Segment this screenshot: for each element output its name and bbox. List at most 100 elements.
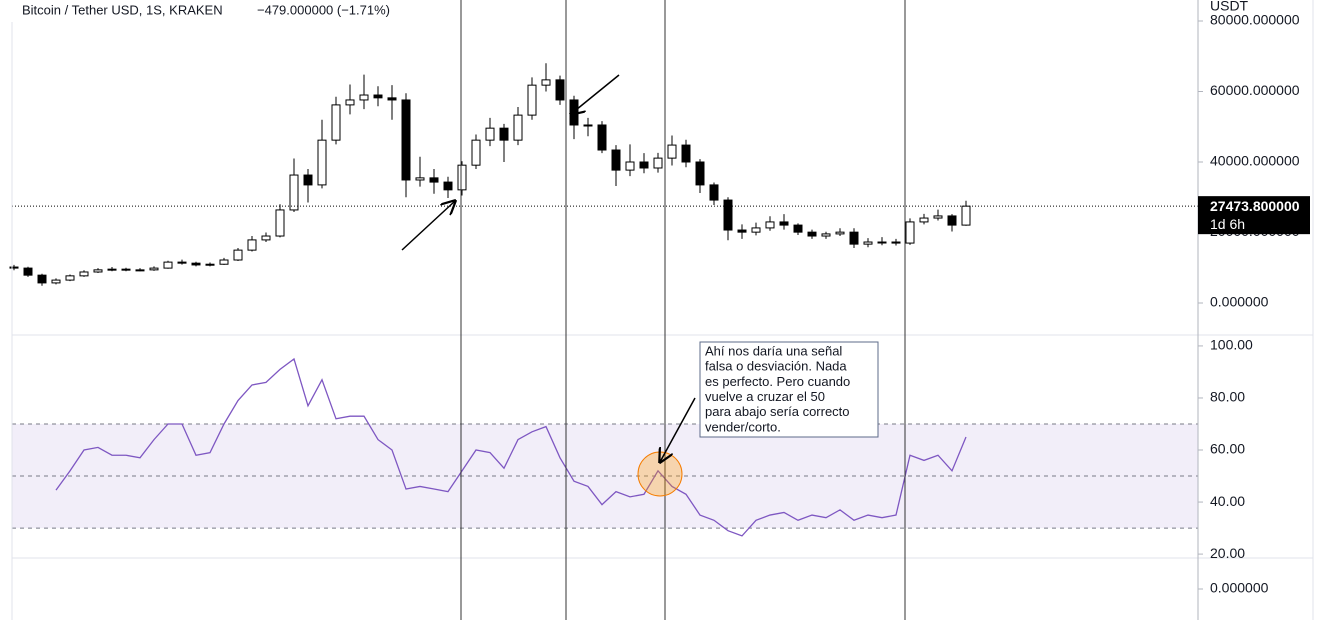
candle-body: [597, 124, 607, 151]
change: −479.000000 (−1.71%): [257, 2, 390, 17]
candle-body: [387, 97, 397, 101]
candle-body: [933, 215, 943, 219]
candle-body: [317, 139, 327, 186]
candle-body: [947, 215, 957, 226]
candle-body: [107, 268, 117, 271]
candle-body: [79, 271, 89, 277]
annotation-box: [699, 341, 879, 438]
candle-body: [527, 84, 537, 116]
axes: 0.00000020000.00000040000.00000060000.00…: [1198, 0, 1310, 596]
candle-body: [121, 268, 131, 271]
candle-body: [611, 149, 621, 171]
candle-body: [835, 231, 845, 235]
candle-body: [667, 144, 677, 159]
candle-body: [681, 144, 691, 163]
candle-body: [793, 224, 803, 233]
candle-body: [275, 209, 285, 237]
candle-body: [135, 269, 145, 272]
candle-body: [23, 267, 33, 276]
candle-body: [863, 241, 873, 245]
candle-body: [807, 231, 817, 237]
arrow: [401, 201, 455, 251]
annotation-line: para abajo sería correcto: [705, 404, 850, 419]
candle-body: [639, 161, 649, 169]
candle-body: [709, 184, 719, 201]
candle-body: [429, 177, 439, 183]
candle-body: [247, 239, 257, 251]
candle-body: [555, 79, 565, 101]
annotation-line: es perfecto. Pero cuando: [705, 374, 850, 389]
axis-unit: USDT: [1210, 0, 1249, 14]
y-tick-label: 0.000000: [1210, 580, 1269, 596]
price-label-bg: [1198, 196, 1310, 235]
candle-body: [737, 229, 747, 233]
candle-body: [219, 259, 229, 265]
candle-body: [331, 104, 341, 141]
candle-body: [415, 177, 425, 181]
candle-body: [625, 161, 635, 171]
y-tick-label: 60000.000000: [1210, 82, 1300, 98]
candle-body: [891, 241, 901, 244]
arrow: [571, 74, 620, 114]
candle-body: [653, 157, 663, 169]
candle-body: [177, 261, 187, 264]
candle-body: [373, 94, 383, 99]
candle-body: [961, 205, 971, 226]
candle-body: [821, 233, 831, 237]
pane-grid: [12, 423, 1198, 529]
candle-body: [261, 235, 271, 241]
candle-body: [345, 99, 355, 106]
candle-body: [359, 94, 369, 101]
y-tick-label: 60.00: [1210, 441, 1245, 457]
candle-body: [485, 127, 495, 141]
candle-body: [9, 266, 19, 269]
candle-body: [233, 249, 243, 261]
candle-body: [919, 217, 929, 223]
candle-body: [779, 221, 789, 226]
candle-body: [499, 127, 509, 141]
candle-body: [93, 269, 103, 273]
countdown: 1d 6h: [1210, 216, 1245, 232]
candle-body: [541, 79, 551, 86]
price-label: 27473.800000: [1210, 198, 1300, 214]
candle-body: [163, 261, 173, 269]
candle-body: [401, 99, 411, 181]
highlight-circle: [637, 451, 683, 497]
candle-body: [583, 124, 593, 127]
rsi-line: [55, 357, 967, 537]
candle-body: [765, 221, 775, 229]
candle-body: [303, 174, 313, 186]
candle-body: [443, 181, 453, 191]
symbol-title: Bitcoin / Tether USD, 1S, KRAKEN: [22, 2, 223, 17]
y-tick-label: 80.00: [1210, 389, 1245, 405]
candle-body: [149, 267, 159, 271]
candle-body: [37, 274, 47, 284]
annotation-line: falsa o desviación. Nada: [705, 359, 847, 374]
candle-body: [457, 164, 467, 191]
candle-body: [65, 275, 75, 281]
candle-body: [723, 199, 733, 231]
candle-body: [905, 221, 915, 244]
y-tick-label: 80000.000000: [1210, 12, 1300, 28]
y-tick-label: 40.00: [1210, 493, 1245, 509]
annotation-line: vuelve a cruzar el 50: [705, 389, 825, 404]
layout: [11, 0, 1314, 620]
candle-body: [513, 114, 523, 141]
candle-body: [877, 241, 887, 244]
candle-body: [471, 139, 481, 166]
y-tick-label: 40000.000000: [1210, 153, 1300, 169]
candle-body: [289, 174, 299, 211]
y-tick-label: 100.00: [1210, 337, 1253, 353]
header-bg: [0, 0, 420, 22]
candle-body: [849, 231, 859, 245]
annotation-line: vender/corto.: [705, 419, 781, 434]
annotation-line: Ahí nos daría una señal: [705, 343, 842, 358]
candle-body: [751, 227, 761, 233]
candle-body: [51, 279, 61, 284]
y-tick-label: 20.00: [1210, 545, 1245, 561]
candle-body: [205, 263, 215, 266]
